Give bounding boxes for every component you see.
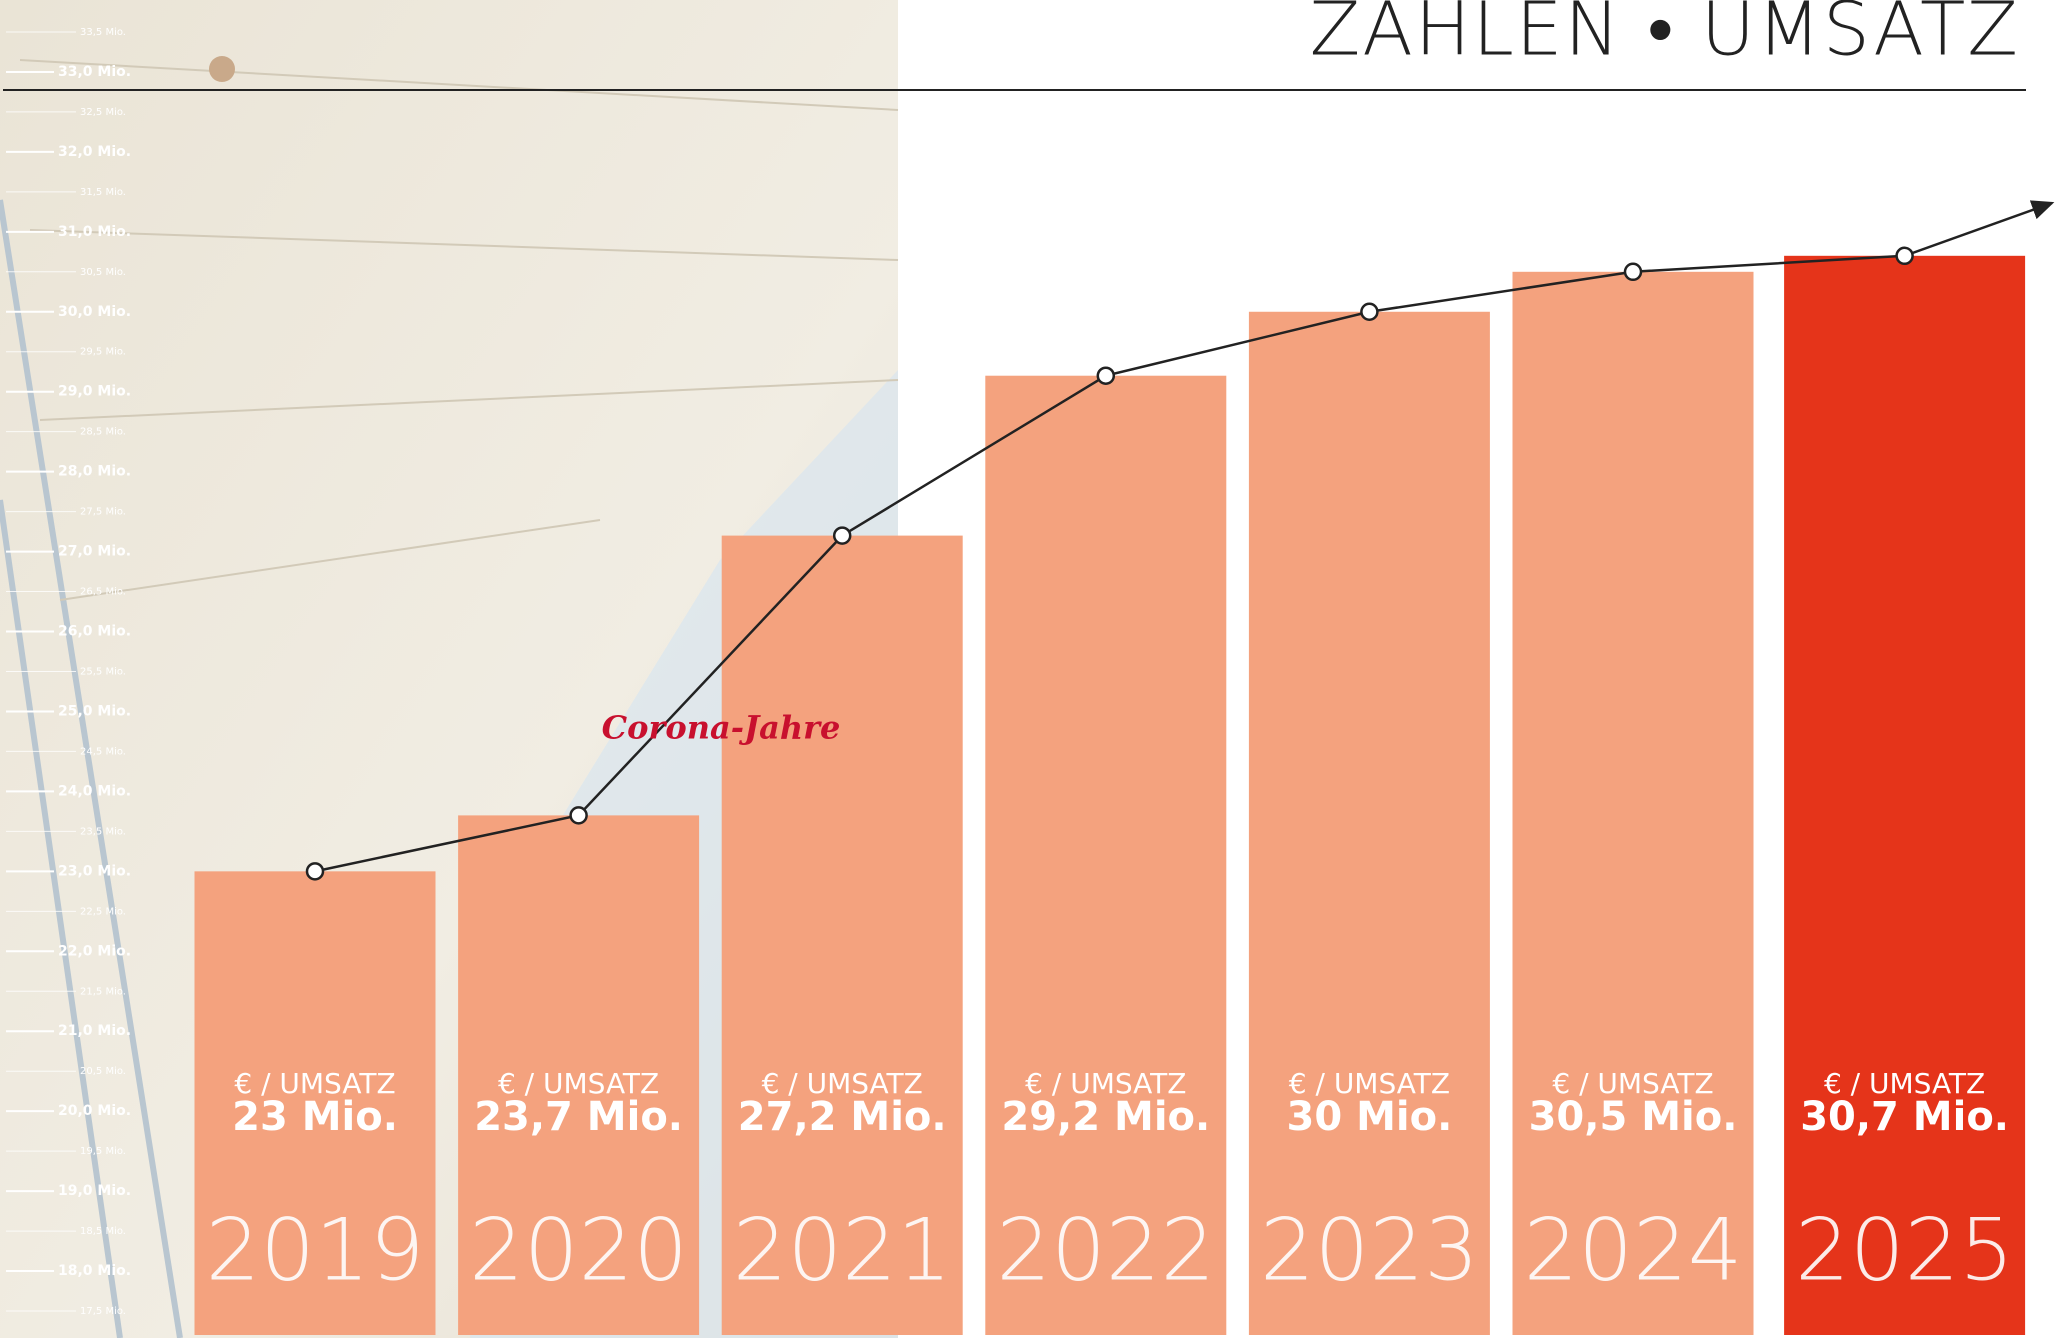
- bar: [1249, 312, 1490, 1335]
- bar: [1784, 256, 2025, 1335]
- y-tick-label: 29,5 Mio.: [80, 347, 126, 358]
- value-label: 23,7 Mio.: [474, 1094, 683, 1140]
- value-label: 30,7 Mio.: [1800, 1094, 2009, 1140]
- y-tick-label: 25,0 Mio.: [58, 703, 131, 719]
- y-tick-label: 31,5 Mio.: [80, 187, 126, 198]
- y-tick-label: 21,0 Mio.: [58, 1023, 131, 1039]
- y-tick-label: 18,5 Mio.: [80, 1226, 126, 1237]
- y-tick-label: 24,5 Mio.: [80, 746, 126, 757]
- line-point: [307, 863, 323, 879]
- y-tick-label: 23,5 Mio.: [80, 826, 126, 837]
- y-tick-label: 28,0 Mio.: [58, 464, 131, 480]
- x-tick-label: 2020: [469, 1201, 688, 1301]
- y-tick-label: 29,0 Mio.: [58, 384, 131, 400]
- y-tick-label: 18,0 Mio.: [58, 1263, 131, 1279]
- value-label: 27,2 Mio.: [738, 1094, 947, 1140]
- line-point: [1625, 264, 1641, 280]
- y-tick-label: 32,0 Mio.: [58, 144, 131, 160]
- y-tick-label: 28,5 Mio.: [80, 427, 126, 438]
- x-tick-label: 2025: [1795, 1201, 2014, 1301]
- y-tick-label: 25,5 Mio.: [80, 666, 126, 677]
- y-tick-label: 19,0 Mio.: [58, 1183, 131, 1199]
- line-point: [1361, 304, 1377, 320]
- y-tick-label: 33,5 Mio.: [80, 27, 126, 38]
- y-tick-label: 33,0 Mio.: [58, 64, 131, 80]
- value-label: 23 Mio.: [232, 1094, 398, 1140]
- y-tick-label: 23,0 Mio.: [58, 863, 131, 879]
- chart: 17,5 Mio. 18,0 Mio. 18,5 Mio. 19,0 Mio. 19,5…: [0, 0, 2056, 1338]
- y-tick-label: 20,0 Mio.: [58, 1103, 131, 1119]
- y-tick-label: 20,5 Mio.: [80, 1066, 126, 1077]
- annotation: Corona-Jahre: [602, 709, 841, 747]
- y-tick-label: 26,5 Mio.: [80, 587, 126, 598]
- y-tick-label: 17,5 Mio.: [80, 1306, 126, 1317]
- trend-arrow: [1905, 203, 2052, 256]
- y-tick-label: 32,5 Mio.: [80, 107, 126, 118]
- y-tick-label: 30,0 Mio.: [58, 304, 131, 320]
- line-point: [571, 807, 587, 823]
- x-tick-label: 2023: [1260, 1201, 1479, 1301]
- y-tick-label: 22,0 Mio.: [58, 943, 131, 959]
- value-label: 30,5 Mio.: [1529, 1094, 1738, 1140]
- page: 17,5 Mio. 18,0 Mio. 18,5 Mio. 19,0 Mio. 19,5…: [0, 0, 2056, 1338]
- y-tick-label: 19,5 Mio.: [80, 1146, 126, 1157]
- line-point: [834, 528, 850, 544]
- y-tick-label: 27,5 Mio.: [80, 507, 126, 518]
- y-tick-label: 27,0 Mio.: [58, 544, 131, 560]
- y-tick-label: 22,5 Mio.: [80, 906, 126, 917]
- line-point: [1897, 248, 1913, 264]
- value-label: 30 Mio.: [1287, 1094, 1453, 1140]
- bar: [985, 376, 1226, 1335]
- y-tick-label: 21,5 Mio.: [80, 986, 126, 997]
- x-tick-label: 2022: [996, 1201, 1215, 1301]
- y-tick-label: 31,0 Mio.: [58, 224, 131, 240]
- y-tick-label: 26,0 Mio.: [58, 624, 131, 640]
- chart-title: ZAHLEN • UMSATZ: [1310, 0, 2020, 73]
- x-tick-label: 2024: [1524, 1201, 1743, 1301]
- value-label: 29,2 Mio.: [1001, 1094, 1210, 1140]
- y-tick-label: 24,0 Mio.: [58, 783, 131, 799]
- x-tick-label: 2021: [733, 1201, 952, 1301]
- x-tick-label: 2019: [206, 1201, 425, 1301]
- y-tick-label: 30,5 Mio.: [80, 267, 126, 278]
- line-point: [1098, 368, 1114, 384]
- bar: [1513, 272, 1754, 1335]
